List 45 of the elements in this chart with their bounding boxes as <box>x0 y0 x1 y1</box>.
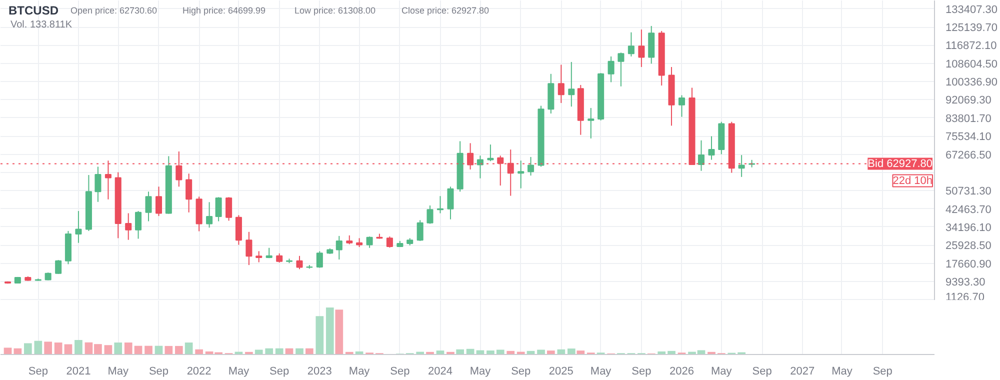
y-tick-label: 75534.10 <box>946 131 992 144</box>
y-tick-label: 133407.30 <box>946 4 998 16</box>
x-tick-label: 2022 <box>186 366 212 378</box>
y-tick-label: 50731.30 <box>946 186 992 198</box>
x-tick-label: May <box>590 366 612 378</box>
x-tick-label: Sep <box>632 366 652 378</box>
y-tick-label: 100336.90 <box>946 76 998 89</box>
annotation: 22d 10h <box>892 174 933 187</box>
x-tick-label: 2021 <box>66 366 91 378</box>
y-tick-label: 25928.50 <box>946 240 992 252</box>
y-tick-label: 17660.90 <box>946 258 992 270</box>
x-tick-label: Sep <box>270 366 290 378</box>
annotation: Open price: 62730.60 <box>70 6 158 16</box>
x-tick-label: May <box>832 366 853 378</box>
x-tick-label: 2027 <box>790 366 815 378</box>
chart-title: BTCUSD <box>8 4 59 18</box>
y-tick-label: 83801.70 <box>946 112 992 125</box>
x-tick-label: Sep <box>390 366 410 378</box>
annotation: High price: 64699.99 <box>182 6 266 16</box>
y-tick-label: 125139.70 <box>946 22 998 34</box>
y-tick-label: 67266.50 <box>946 149 992 162</box>
x-tick-label: May <box>228 366 250 378</box>
x-tick-label: Sep <box>872 366 892 378</box>
annotation: Vol. 133.811K <box>10 20 72 30</box>
x-tick-label: May <box>470 366 492 378</box>
x-tick-label: 2026 <box>670 366 694 378</box>
x-tick-label: Sep <box>511 366 531 378</box>
x-tick-label: May <box>108 366 130 378</box>
annotation: Low price: 61308.00 <box>294 6 376 16</box>
x-tick-label: 2023 <box>307 366 332 378</box>
x-tick-label: Sep <box>28 366 48 378</box>
x-tick-label: 2025 <box>548 366 574 378</box>
annotation: Close price: 62927.80 <box>402 6 490 16</box>
ref-line-label: Bid 62927.80 <box>868 158 933 170</box>
y-tick-label: 9393.30 <box>946 276 986 288</box>
x-tick-label: Sep <box>752 366 772 378</box>
y-tick-label: 92069.30 <box>946 94 992 107</box>
y-tick-label: 34196.10 <box>946 222 992 234</box>
x-tick-label: May <box>711 366 732 378</box>
x-tick-label: Sep <box>148 366 169 378</box>
y-tick-label: 108604.50 <box>946 58 998 70</box>
x-tick-label: 2024 <box>428 366 452 378</box>
y-tick-label: 116872.10 <box>946 40 997 52</box>
y-tick-label: 42463.70 <box>946 204 992 216</box>
x-tick-label: May <box>348 366 370 378</box>
